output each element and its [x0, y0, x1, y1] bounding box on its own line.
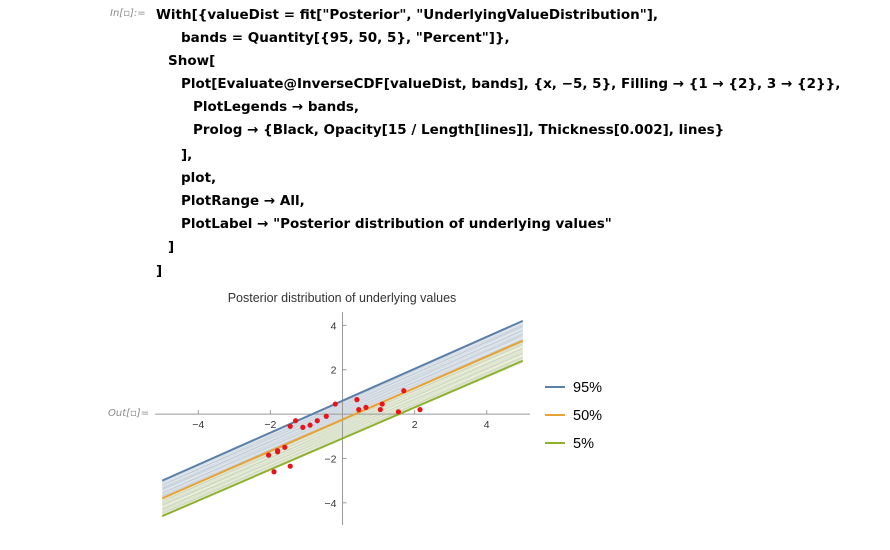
input-cell-label: In[▫]:= — [110, 8, 146, 19]
code-line[interactable]: Plot[Evaluate@InverseCDF[valueDist, band… — [181, 76, 841, 92]
legend-label: 50% — [573, 408, 602, 424]
code-line[interactable]: PlotLabel → "Posterior distribution of u… — [181, 216, 612, 232]
data-point — [417, 407, 423, 413]
data-point — [293, 418, 299, 424]
y-tick-label: −2 — [325, 453, 337, 465]
code-line[interactable]: plot, — [181, 170, 217, 186]
x-tick-label: 4 — [484, 419, 490, 431]
data-point — [356, 407, 362, 413]
data-point — [363, 404, 369, 411]
data-point — [395, 409, 401, 415]
code-line[interactable]: Show[ — [168, 53, 216, 69]
legend-label: 95% — [573, 380, 602, 396]
x-tick-label: 2 — [412, 419, 418, 431]
code-line[interactable]: With[{valueDist = fit["Posterior", "Unde… — [156, 7, 659, 23]
plot-axes: −4 −2 2 4 −4 −2 2 4 — [155, 312, 530, 525]
output-cell-label: Out[▫]= — [108, 408, 150, 419]
data-point — [287, 463, 293, 469]
data-point — [287, 423, 293, 429]
y-tick-label: 2 — [331, 365, 337, 377]
plot-title: Posterior distribution of underlying val… — [228, 291, 457, 305]
code-line[interactable]: PlotLegends → bands, — [193, 99, 360, 115]
data-point — [377, 407, 383, 413]
plot-points — [265, 388, 423, 475]
code-line[interactable]: ] — [156, 263, 163, 279]
series-line — [161, 319, 524, 482]
series-line — [161, 359, 524, 518]
plot-series — [161, 319, 524, 518]
y-tick-label: −4 — [325, 498, 337, 510]
code-line[interactable]: PlotRange → All, — [181, 193, 305, 209]
code-line[interactable]: ], — [181, 147, 193, 163]
data-point — [300, 424, 306, 430]
data-point — [282, 444, 288, 450]
data-point — [307, 422, 313, 428]
data-point — [271, 469, 277, 475]
y-tick-label: 4 — [331, 320, 337, 332]
series-line — [161, 339, 524, 500]
data-point — [354, 397, 360, 403]
data-point — [274, 449, 281, 455]
x-tick-label: −4 — [192, 419, 204, 431]
code-line[interactable]: Prolog → {Black, Opacity[15 / Length[lin… — [193, 122, 725, 138]
data-point — [401, 388, 407, 394]
data-point — [323, 413, 329, 419]
legend-label: 5% — [573, 436, 594, 452]
data-point — [265, 452, 272, 458]
x-tick-label: −2 — [264, 419, 276, 431]
plot-legend: 95% 50% 5% — [545, 380, 602, 452]
data-point — [379, 401, 385, 407]
code-line[interactable]: ] — [168, 239, 175, 255]
data-point — [314, 418, 320, 424]
data-point — [332, 401, 338, 407]
code-line[interactable]: bands = Quantity[{95, 50, 5}, "Percent"]… — [181, 30, 510, 46]
